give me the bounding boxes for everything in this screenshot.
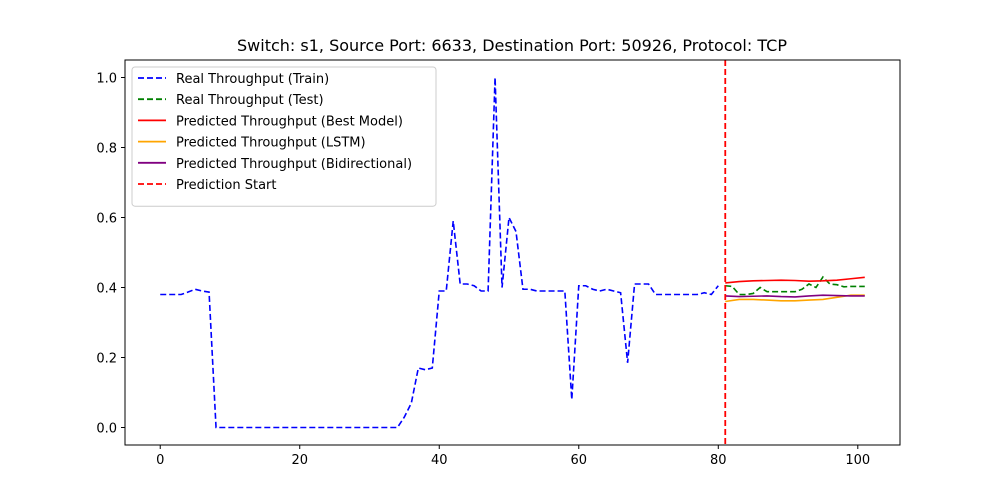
x-tick-label: 40 bbox=[431, 453, 448, 468]
series-line-predicted-throughput-bidirectional bbox=[725, 294, 865, 298]
series-line-predicted-throughput-best-model bbox=[725, 276, 865, 284]
y-tick-label: 0.4 bbox=[96, 282, 117, 297]
y-tick-label: 0.6 bbox=[96, 212, 117, 227]
legend-box bbox=[131, 66, 437, 207]
x-tick-label: 100 bbox=[845, 453, 870, 468]
legend: Real Throughput (Train) Real Throughput (… bbox=[131, 66, 437, 207]
x-tick-label: 0 bbox=[156, 453, 164, 468]
y-tick-label: 0.8 bbox=[96, 142, 117, 157]
axes-frame bbox=[124, 59, 901, 446]
legend-label-predicted-throughput-best-model: Predicted Throughput (Best Model) bbox=[176, 114, 403, 129]
legend-label-real-throughput-test: Real Throughput (Test) bbox=[176, 93, 324, 108]
legend-label-predicted-throughput-lstm: Predicted Throughput (LSTM) bbox=[176, 136, 366, 151]
legend-label-prediction-start: Prediction Start bbox=[176, 178, 276, 193]
plot-area bbox=[160, 60, 865, 445]
series-line-real-throughput-test bbox=[725, 275, 865, 296]
y-tick-label: 0.0 bbox=[96, 422, 117, 437]
x-axis: 0 20 40 60 80 100 bbox=[156, 445, 870, 468]
x-tick-label: 60 bbox=[570, 453, 587, 468]
legend-label-real-throughput-train: Real Throughput (Train) bbox=[176, 72, 329, 87]
x-tick-label: 80 bbox=[710, 453, 727, 468]
y-tick-label: 1.0 bbox=[96, 72, 117, 87]
series-line-predicted-throughput-lstm bbox=[725, 294, 865, 303]
y-tick-label: 0.2 bbox=[96, 352, 117, 367]
series-line-real-throughput-train bbox=[160, 77, 719, 429]
chart-title: Switch: s1, Source Port: 6633, Destinati… bbox=[237, 36, 787, 55]
y-axis: 0.0 0.2 0.4 0.6 0.8 1.0 bbox=[96, 72, 125, 437]
legend-label-predicted-throughput-bidirectional: Predicted Throughput (Bidirectional) bbox=[176, 157, 412, 172]
x-tick-label: 20 bbox=[291, 453, 308, 468]
